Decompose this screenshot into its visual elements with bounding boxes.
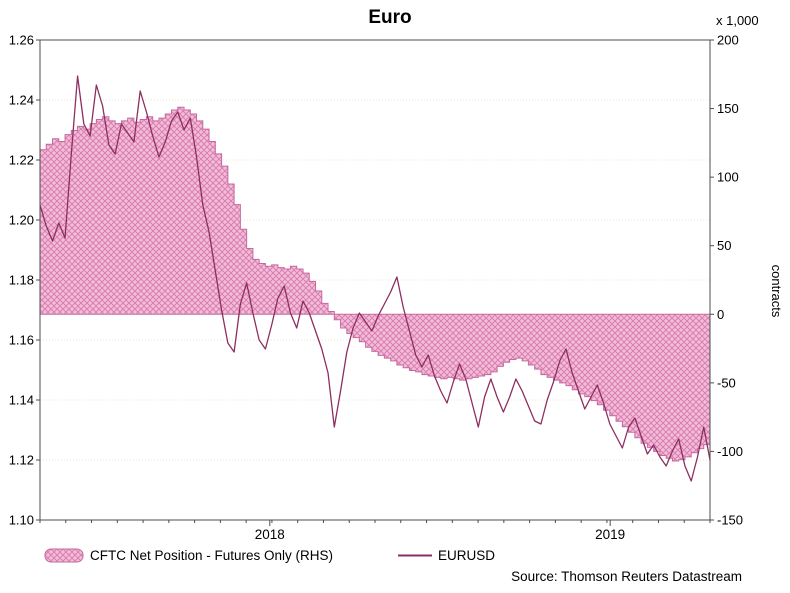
legend: CFTC Net Position - Futures Only (RHS) E… <box>44 548 495 563</box>
legend-line-label: EURUSD <box>438 548 495 563</box>
chart-title: Euro <box>368 7 411 28</box>
x-axis-year-label: 2019 <box>595 527 625 542</box>
right-axis-tick-label: 100 <box>717 170 739 185</box>
right-axis-tick-label: -50 <box>717 375 736 390</box>
source-text: Source: Thomson Reuters Datastream <box>511 569 742 584</box>
right-axis-tick-label: -150 <box>717 513 743 528</box>
cftc-net-position-area <box>39 106 711 462</box>
right-axis-tick-label: 150 <box>717 101 739 116</box>
left-axis-tick-label: 1.12 <box>9 453 34 468</box>
right-axis-unit-label: x 1,000 <box>716 13 759 28</box>
axis-labels: 1.26 1.24 1.22 1.20 1.18 1.16 1.14 1.12 1.10 200 1… <box>9 33 743 543</box>
legend-area-label: CFTC Net Position - Futures Only (RHS) <box>90 548 333 563</box>
eurusd-line <box>39 75 711 482</box>
x-axis-year-label: 2018 <box>255 527 285 542</box>
right-axis-tick-label: -100 <box>717 444 743 459</box>
left-axis-tick-label: 1.18 <box>9 273 34 288</box>
left-axis-tick-label: 1.16 <box>9 333 34 348</box>
left-axis-tick-label: 1.20 <box>9 213 34 228</box>
left-axis-tick-label: 1.24 <box>9 93 34 108</box>
axes <box>36 39 714 526</box>
legend-area-swatch-icon <box>44 548 84 563</box>
right-axis-tick-label: 0 <box>717 307 724 322</box>
cftc-area-series <box>39 106 711 462</box>
left-axis-tick-label: 1.14 <box>9 393 34 408</box>
right-axis-tick-label: 50 <box>717 238 731 253</box>
left-axis-tick-label: 1.22 <box>9 153 34 168</box>
eurusd-line-series <box>39 75 711 482</box>
right-axis-tick-label: 200 <box>717 33 739 48</box>
left-axis-tick-label: 1.10 <box>9 513 34 528</box>
right-axis-title: contracts <box>769 265 784 318</box>
left-axis-tick-label: 1.26 <box>9 33 34 48</box>
